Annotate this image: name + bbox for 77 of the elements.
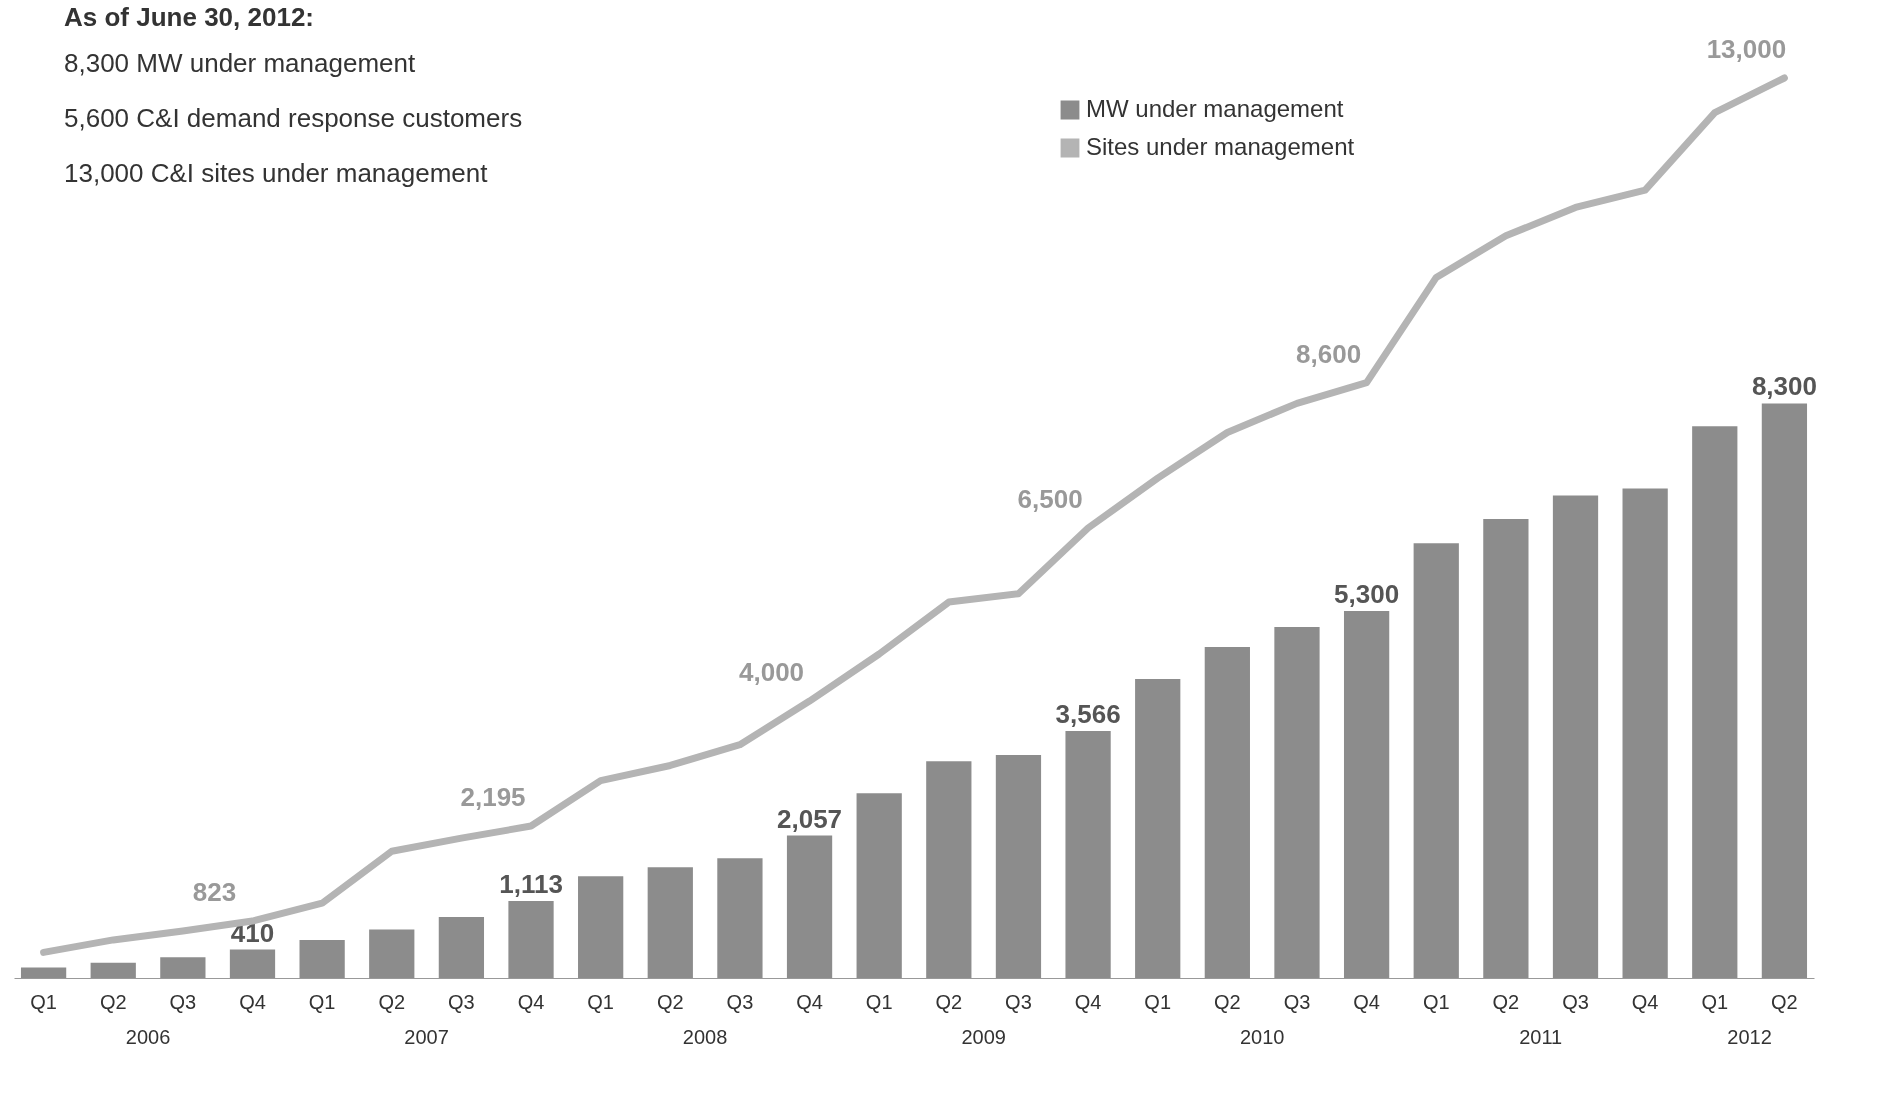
text: 2008	[682, 1026, 728, 1048]
x-tick-label: Q2	[99, 990, 127, 1013]
annotation: 5,600 C&I demand response customers	[64, 103, 523, 133]
bar	[578, 876, 624, 978]
x-tick-label: Q2	[378, 990, 406, 1013]
data-label: 1,113	[499, 868, 563, 899]
x-tick-label: Q3	[1562, 990, 1589, 1013]
bar	[786, 835, 833, 978]
bar	[1135, 678, 1181, 978]
bar	[1761, 403, 1808, 978]
x-tick-label: Q2	[1214, 990, 1241, 1013]
bar	[90, 962, 136, 978]
bar	[1204, 647, 1250, 978]
text: 2011	[1519, 1026, 1563, 1048]
annotation: 13,000 C&I sites under management	[64, 158, 489, 188]
x-tick-label: Q3	[1005, 990, 1032, 1013]
data-label: 8,300	[1751, 371, 1817, 402]
data-label: 2,057	[777, 803, 843, 834]
bar	[438, 917, 485, 978]
data-label: 410	[230, 917, 275, 948]
bar	[717, 858, 763, 978]
x-tick-label: Q4	[517, 990, 545, 1013]
x-tick-label: Q1	[308, 990, 336, 1013]
x-tick-label: Q1	[1701, 990, 1729, 1013]
x-tick-label: Q3	[1283, 990, 1311, 1013]
x-tick-label: Q3	[726, 990, 754, 1013]
x-tick-label: Q1	[1422, 990, 1450, 1013]
data-label: 6,500	[1017, 484, 1083, 514]
x-tick-label: Q2	[656, 990, 684, 1013]
data-label: 5,300	[1334, 579, 1400, 610]
x-tick-label: Q3	[448, 990, 475, 1013]
bar	[508, 900, 554, 978]
bar	[1692, 426, 1738, 978]
bar	[369, 929, 415, 978]
bar	[1483, 519, 1529, 978]
text: 2012	[1727, 1026, 1772, 1048]
x-tick-label: Q4	[796, 990, 823, 1013]
x-tick-label: Q1	[30, 990, 57, 1013]
x-tick-label: Q3	[169, 990, 197, 1013]
legend-label: Sites under management	[1086, 133, 1355, 160]
data-label: 13,000	[1706, 34, 1787, 64]
x-tick-label: Q4	[1631, 990, 1659, 1013]
bar	[1413, 543, 1459, 978]
bar	[20, 967, 67, 978]
text: 2007	[404, 1026, 449, 1048]
data-label: 823	[192, 877, 237, 908]
bar	[160, 957, 206, 978]
x-tick-label: Q1	[587, 990, 614, 1013]
x-tick-label: Q1	[865, 990, 893, 1013]
data-label: 8,600	[1296, 338, 1362, 369]
bar	[1622, 488, 1668, 978]
bar	[647, 867, 693, 978]
bar	[1274, 627, 1320, 978]
text: 2009	[961, 1026, 1006, 1048]
x-tick-label: Q1	[1144, 990, 1172, 1013]
bar	[1065, 731, 1111, 978]
legend-label: MW under management	[1086, 95, 1344, 122]
x-tick-label: Q2	[1492, 990, 1520, 1013]
bar	[856, 793, 902, 978]
data-label: 2,195	[460, 782, 526, 813]
text: 2010	[1239, 1026, 1285, 1048]
bar	[1343, 611, 1390, 978]
x-tick-label: Q4	[1074, 990, 1102, 1013]
text: 2006	[125, 1026, 171, 1048]
data-label: 3,566	[1055, 699, 1121, 730]
x-tick-label: Q2	[935, 990, 963, 1013]
bar	[995, 755, 1042, 978]
x-tick-label: Q4	[239, 990, 266, 1013]
bar	[1552, 495, 1599, 978]
data-label: 4,000	[739, 657, 805, 688]
bar	[926, 761, 972, 978]
x-tick-label: Q2	[1771, 990, 1798, 1013]
bar	[299, 939, 345, 978]
text: 8,300 MW under management	[64, 48, 416, 78]
chart-title: As of June 30, 2012:	[64, 2, 314, 32]
x-tick-label: Q4	[1353, 990, 1380, 1013]
bar	[229, 949, 276, 978]
